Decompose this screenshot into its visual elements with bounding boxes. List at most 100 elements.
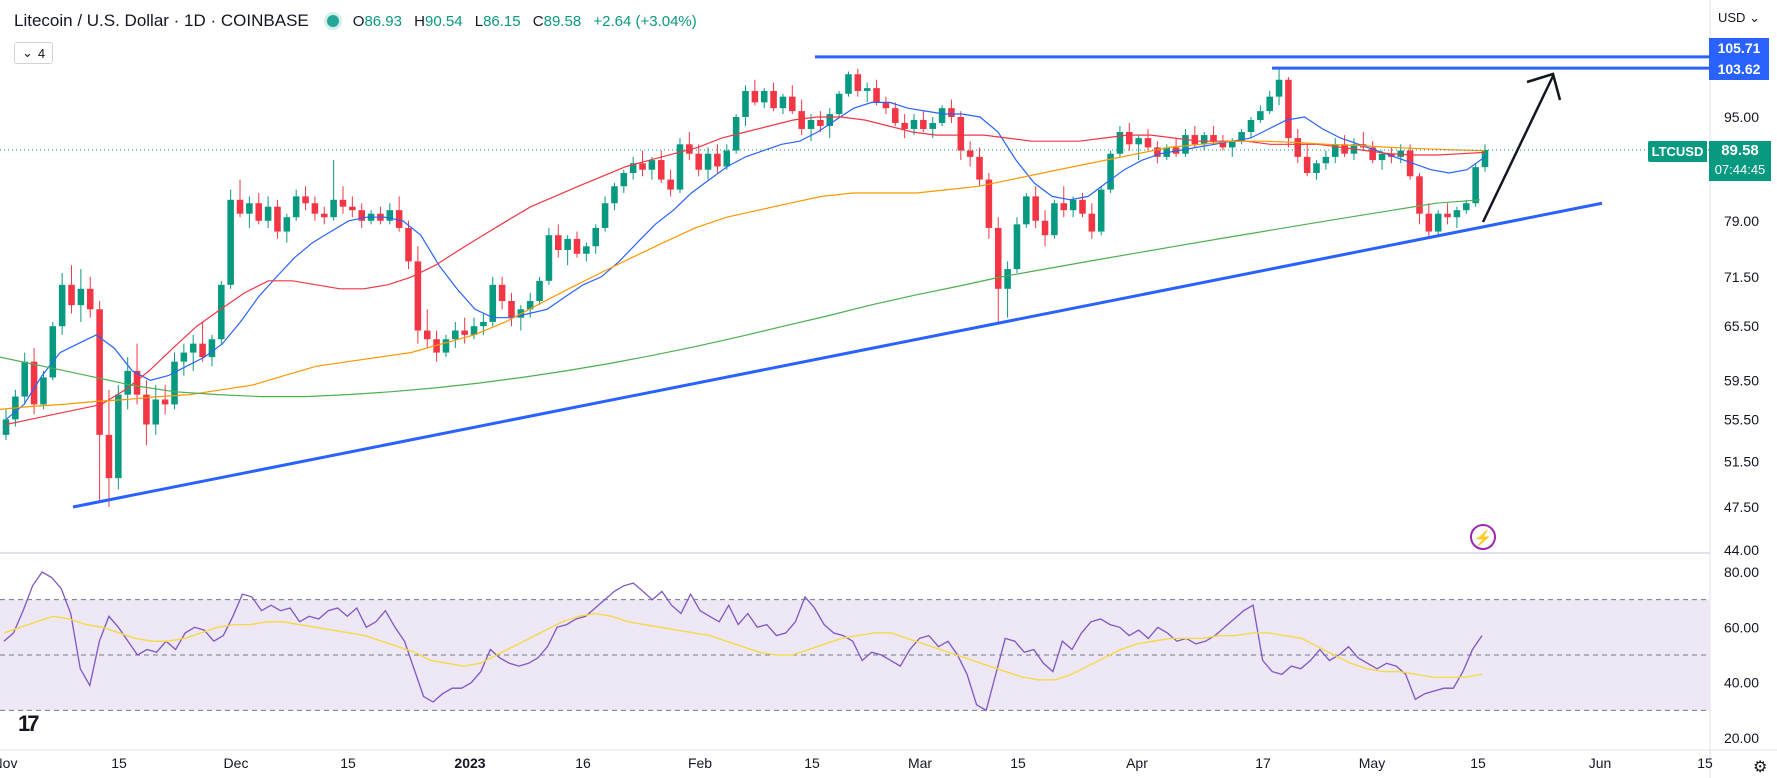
candle-body [274, 206, 281, 232]
tradingview-logo[interactable]: 17 [18, 711, 40, 736]
open-value: 86.93 [364, 12, 402, 30]
time-tick-label: Jun [1589, 755, 1612, 771]
candle-body [1266, 96, 1273, 112]
candle-body [68, 284, 75, 306]
candle-body [1434, 213, 1442, 232]
ohlc-values: O86.93 H90.54 L86.15 C89.58 +2.64 (+3.04… [353, 13, 697, 30]
candle-body [920, 119, 927, 129]
price-tick-label: 51.50 [1724, 454, 1759, 470]
candle-body [1453, 210, 1461, 218]
market-status-icon[interactable] [326, 15, 339, 27]
candle-body [86, 288, 94, 310]
candle-body [1200, 135, 1208, 145]
candle-body [386, 210, 394, 221]
candle-body [133, 370, 141, 395]
chart-title[interactable]: Litecoin / U.S. Dollar · 1D · COINBASE [14, 11, 309, 30]
price-tick-label: 79.00 [1724, 213, 1759, 229]
rsi-ma-line [3, 612, 1483, 681]
candle-body [1481, 149, 1489, 168]
candle-body [452, 330, 459, 340]
candle-body [1238, 132, 1245, 142]
candle-body [1313, 163, 1320, 174]
candle-body [564, 238, 571, 251]
candle-body [461, 330, 468, 335]
candle-body [77, 288, 85, 306]
candle-body [629, 163, 637, 174]
candle-body [480, 321, 487, 327]
candle-body [1369, 147, 1376, 161]
candle-body [910, 119, 918, 129]
price-tick-label: 71.50 [1724, 269, 1759, 285]
candle-body [854, 74, 862, 91]
low-label: L [474, 12, 484, 30]
candle-body [395, 210, 403, 228]
time-tick-label: 15 [1010, 755, 1026, 771]
candle-body [1060, 203, 1068, 211]
candle-body [292, 196, 300, 218]
candle-body [58, 284, 66, 327]
candle-body [349, 206, 356, 211]
candle-body [255, 203, 263, 221]
candle-body [49, 326, 57, 378]
candle-body [40, 377, 47, 405]
candle-body [498, 284, 506, 302]
candle-body [676, 144, 684, 190]
candle-body [236, 199, 244, 214]
candle-body [957, 117, 965, 151]
candle-body [1444, 213, 1451, 218]
currency-selector[interactable]: USD ⌄ [1718, 10, 1760, 26]
time-tick-label: 16 [575, 755, 591, 771]
projection-arrow [1481, 75, 1555, 223]
candle-body [1135, 138, 1142, 145]
gear-icon[interactable]: ⚙ [1753, 759, 1768, 776]
candle-body [545, 235, 553, 281]
candle-body [686, 144, 693, 154]
candle-body [1079, 199, 1086, 214]
indicators-toggle[interactable]: ⌄ 4 [14, 42, 54, 64]
candle-body [704, 153, 712, 170]
candle-body [423, 330, 431, 340]
candle-body [695, 153, 702, 170]
candle-body [863, 88, 871, 91]
candle-body [227, 199, 234, 285]
candle-body [1472, 167, 1479, 204]
time-tick-label: 15 [804, 755, 820, 771]
symbol-label: LTCUSD [1648, 141, 1707, 162]
candle-body [311, 203, 319, 214]
price-tick-label: 65.50 [1724, 318, 1759, 334]
candle-body [835, 93, 843, 115]
candle-body [929, 122, 936, 129]
candle-body [414, 261, 422, 331]
time-tick-label: 17 [1255, 755, 1271, 771]
lightning-icon[interactable]: ⚡ [1470, 524, 1496, 550]
candle-body [770, 90, 777, 109]
time-tick-label: 2023 [454, 755, 485, 771]
candle-body [1126, 132, 1133, 145]
price-tick-label: 55.50 [1724, 411, 1759, 427]
candle-body [742, 90, 749, 117]
candle-body [1275, 79, 1283, 97]
candle-body [1032, 196, 1039, 221]
time-tick-label: Mar [908, 755, 932, 771]
candle-body [1425, 213, 1433, 232]
candle-body [994, 227, 1002, 289]
candle-body [789, 96, 796, 112]
candle-body [2, 419, 10, 435]
candle-body [470, 326, 478, 335]
candle-body [1182, 135, 1189, 154]
open-label: O [352, 12, 365, 30]
candle-body [751, 90, 759, 103]
candle-body [1406, 150, 1414, 177]
candle-body [601, 203, 609, 228]
candle-body [1228, 141, 1236, 148]
candle-body [583, 246, 590, 254]
candle-body [1088, 213, 1096, 232]
candle-body [1463, 203, 1470, 211]
close-value: 89.58 [543, 12, 582, 30]
candle-body [1013, 224, 1021, 270]
time-tick-label: Dec [224, 755, 249, 771]
candle-body [1303, 156, 1311, 174]
candle-body [320, 213, 328, 218]
last-price-box: 89.58 07:44:45 [1709, 141, 1771, 181]
